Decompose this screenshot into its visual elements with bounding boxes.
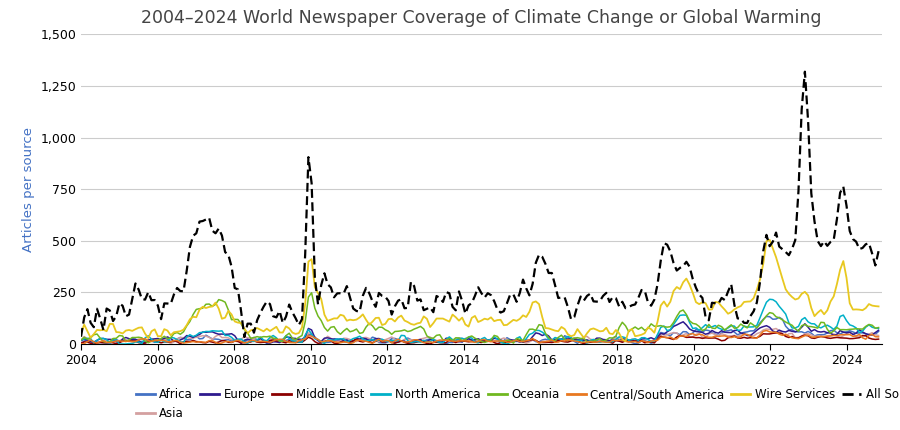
Y-axis label: Articles per source: Articles per source (22, 127, 35, 252)
Legend: Africa, Asia, Europe, Middle East, North America, Oceania, Central/South America: Africa, Asia, Europe, Middle East, North… (131, 384, 900, 425)
Title: 2004–2024 World Newspaper Coverage of Climate Change or Global Warming: 2004–2024 World Newspaper Coverage of Cl… (141, 9, 822, 27)
